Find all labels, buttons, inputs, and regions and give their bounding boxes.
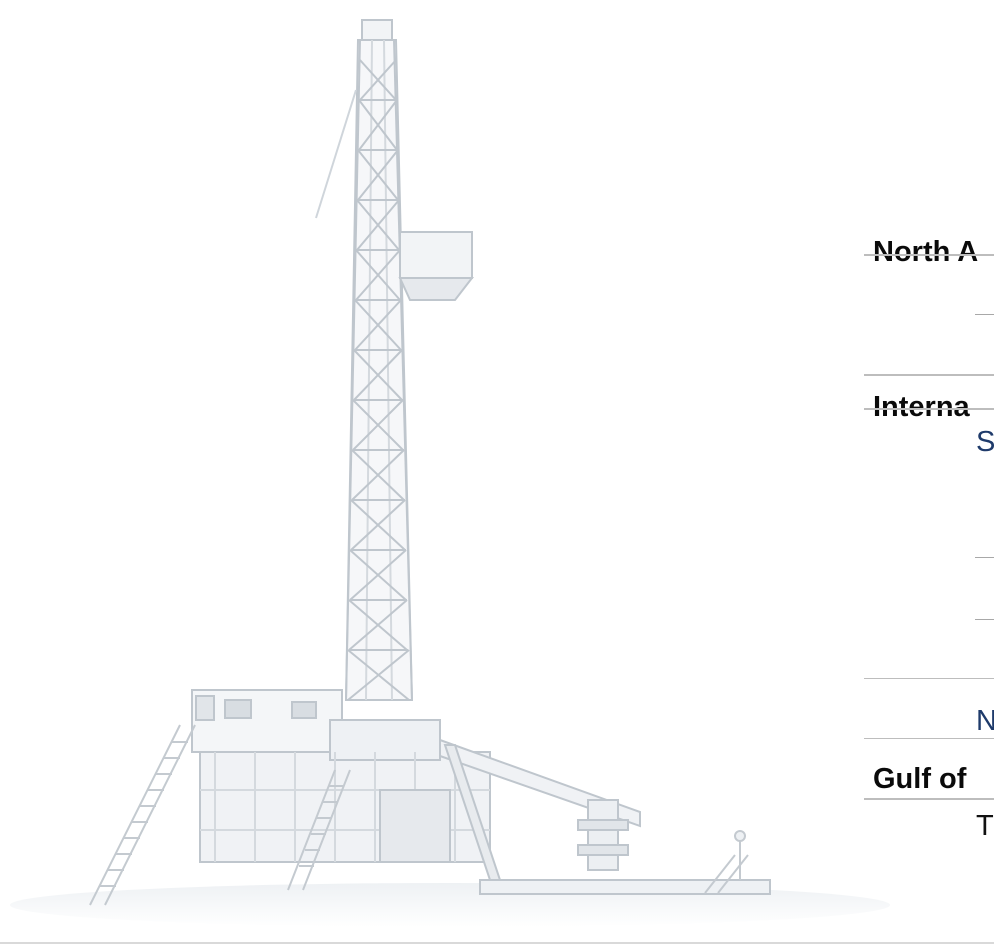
driller-cabin <box>191 689 343 753</box>
row-dash <box>975 557 994 558</box>
bop-stack <box>577 799 629 871</box>
derrick-mast <box>344 19 414 701</box>
row-divider <box>864 798 994 800</box>
section-label-gulf: Gulf of <box>873 763 967 795</box>
row-divider <box>864 678 994 679</box>
section-label-north-america: North A <box>873 236 979 268</box>
section-label-international: Interna <box>873 391 970 423</box>
guy-line <box>315 89 357 219</box>
monkey-board <box>398 231 475 301</box>
sub-item-n: N <box>976 705 994 737</box>
light-mast <box>734 830 746 880</box>
sub-item-t: T <box>976 810 994 842</box>
bottom-rule <box>0 942 994 944</box>
row-divider <box>864 254 994 256</box>
row-divider <box>864 374 994 376</box>
sub-item-s: S <box>976 426 994 458</box>
substructure <box>199 719 491 863</box>
row-dash <box>975 619 994 620</box>
row-dash <box>975 314 994 315</box>
row-divider <box>864 738 994 739</box>
row-divider <box>864 408 994 410</box>
stairs <box>89 724 749 906</box>
